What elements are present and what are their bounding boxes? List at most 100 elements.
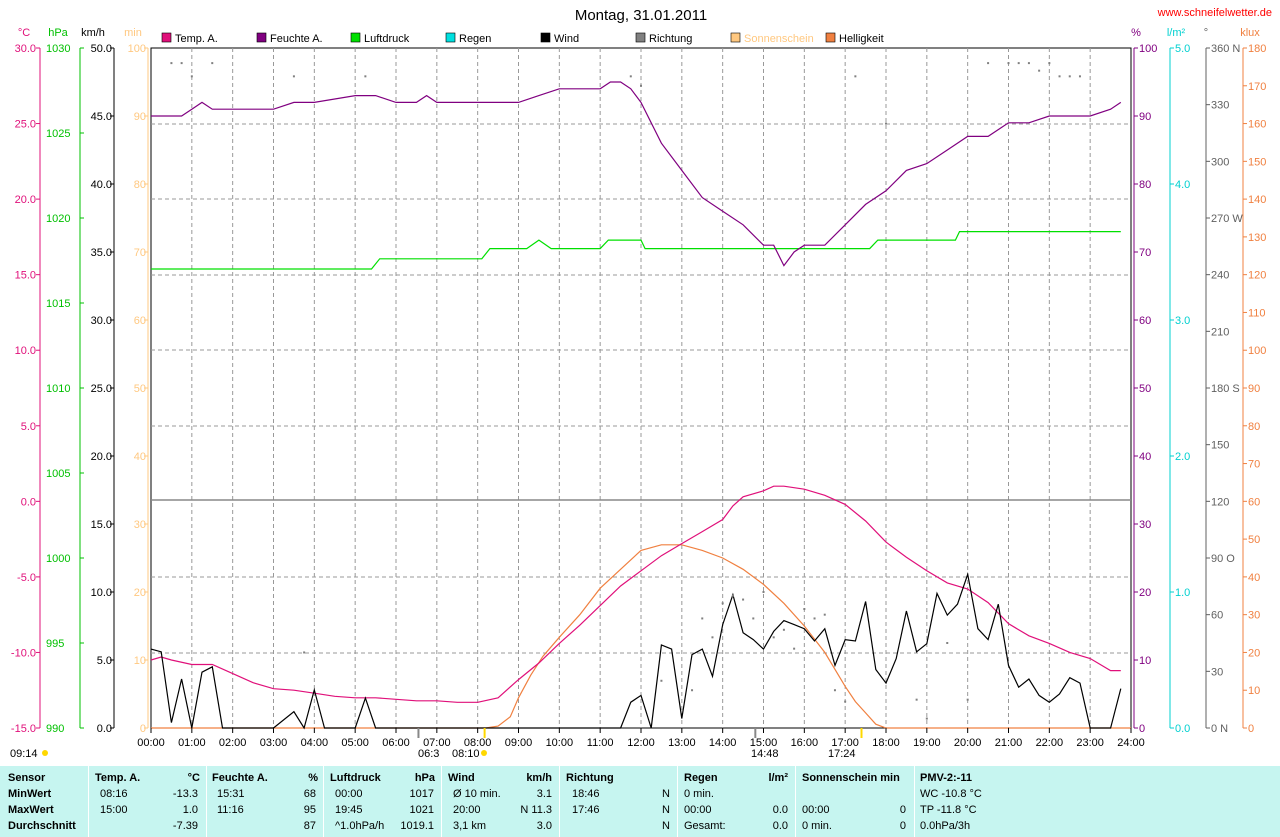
hum-axis-label: 30 (1139, 519, 1151, 531)
legend-label: Temp. A. (175, 33, 218, 45)
table-header: Feuchte A. (212, 772, 268, 784)
table-header: hPa (414, 772, 435, 784)
table-separator (323, 766, 324, 837)
press-axis-label: 1025 (46, 128, 70, 140)
axis-unit: hPa (48, 27, 68, 39)
plot-area (150, 47, 1132, 729)
table-cell: N (662, 820, 670, 832)
row-label: MinWert (8, 788, 52, 800)
wind-axis-label: 35.0 (91, 247, 112, 259)
dir-axis-label: 150 (1211, 440, 1229, 452)
dir-axis-label: 120 (1211, 496, 1229, 508)
direction-point (833, 689, 836, 692)
legend-label: Feuchte A. (270, 33, 323, 45)
axis-unit: l/m² (1167, 27, 1186, 39)
dir-axis-label: 330 (1211, 100, 1229, 112)
x-tick-label: 00:00 (137, 737, 165, 749)
x-tick-label: 01:00 (178, 737, 206, 749)
direction-point (629, 75, 632, 78)
direction-point (292, 75, 295, 78)
rain-axis-label: 3.0 (1175, 315, 1190, 327)
row-label: MaxWert (8, 804, 54, 816)
temp-axis-label: 10.0 (15, 345, 36, 357)
direction-point (660, 679, 663, 682)
table-header: Wind (448, 772, 475, 784)
direction-point (793, 647, 796, 650)
table-cell: 1021 (409, 804, 434, 816)
noon-time: 14:48 (751, 748, 779, 760)
wind-axis-label: 50.0 (91, 43, 112, 55)
wind-axis-label: 40.0 (91, 179, 112, 191)
wind-axis-label: 15.0 (91, 519, 112, 531)
table-cell: -7.39 (172, 820, 198, 832)
site-link[interactable]: www.schneifelwetter.de (1157, 7, 1272, 19)
table-cell: 1019.1 (400, 820, 434, 832)
hum-axis-label: 40 (1139, 451, 1151, 463)
direction-point (925, 717, 928, 720)
unit-labels: °C hPa km/h min% l/m² ° klux (18, 27, 1260, 39)
table-cell: ^1.0hPa/h (335, 820, 385, 832)
dawn-time: 06:3 (418, 748, 439, 760)
temp-axis-label: 15.0 (15, 270, 36, 282)
press-axis-label: 1010 (46, 383, 70, 395)
table-separator (559, 766, 560, 837)
direction-point (803, 608, 806, 610)
direction-point (303, 651, 306, 654)
axis-unit: klux (1240, 27, 1260, 39)
klux-axis-label: 70 (1248, 459, 1260, 471)
klux-axis-label: 90 (1248, 383, 1260, 395)
legend-swatch (730, 32, 741, 43)
min-axis-label: 100 (128, 43, 146, 55)
x-tick-label: 05:00 (341, 737, 369, 749)
direction-point (1078, 75, 1081, 78)
klux-axis-label: 180 (1248, 43, 1266, 55)
table-cell: 0.0hPa/3h (920, 820, 971, 832)
x-tick-label: 02:00 (219, 737, 247, 749)
hum-axis-label: 20 (1139, 587, 1151, 599)
table-separator (88, 766, 89, 837)
rain-axis-label: 1.0 (1175, 587, 1190, 599)
temp-axis-label: -10.0 (11, 647, 36, 659)
x-tick-label: 19:00 (913, 737, 941, 749)
dir-axis-label: 210 (1211, 326, 1229, 338)
x-tick-label: 24:00 (1117, 737, 1145, 749)
direction-point (180, 62, 183, 65)
dir-axis-label: 90 O (1211, 553, 1235, 565)
klux-axis-label: 120 (1248, 270, 1266, 282)
direction-point (711, 636, 714, 639)
table-cell: 1.0 (182, 804, 198, 816)
dir-axis-label: 300 (1211, 156, 1229, 168)
axis-unit: ° (1204, 27, 1208, 39)
temp-axis-label: -5.0 (17, 572, 36, 584)
rain-axis-label: 2.0 (1175, 451, 1190, 463)
x-tick-label: 06:00 (382, 737, 410, 749)
statistics-table: Sensor Temp. A. °C Feuchte A.% Luftdruck hPa W… (0, 766, 1280, 837)
table-cell: -13.3 (172, 788, 198, 800)
wind-axis-label: 0.0 (97, 723, 112, 735)
series-temp-a-line (150, 485, 1121, 703)
press-axis-label: 995 (46, 638, 64, 650)
table-cell: 15:31 (217, 788, 245, 800)
legend-label: Richtung (649, 33, 692, 45)
table-separator (914, 766, 915, 837)
table-header: % (308, 772, 318, 784)
press-axis-label: 1015 (46, 298, 70, 310)
table-cell: N 11.3 (520, 804, 552, 816)
table-cell: 0 (899, 820, 906, 832)
x-tick-label: 18:00 (872, 737, 900, 749)
table-cell: 11:16 (217, 804, 244, 816)
direction-point (752, 617, 755, 620)
hum-axis-label: 50 (1139, 383, 1151, 395)
rain-axis-label: 4.0 (1175, 179, 1190, 191)
hum-axis-label: 60 (1139, 315, 1151, 327)
x-tick-label: 21:00 (995, 737, 1023, 749)
dir-axis-label: 60 (1211, 610, 1223, 622)
x-tick-label: 13:00 (668, 737, 696, 749)
direction-point (1058, 75, 1061, 78)
klux-axis-label: 50 (1248, 534, 1260, 546)
hum-axis-label: 90 (1139, 111, 1151, 123)
table-cell: 0.0 (772, 804, 788, 816)
legend-swatch (161, 32, 172, 43)
weather-chart: Montag, 31.01.2011 www.schneifelwetter.d… (10, 7, 1272, 760)
table-separator (677, 766, 678, 837)
